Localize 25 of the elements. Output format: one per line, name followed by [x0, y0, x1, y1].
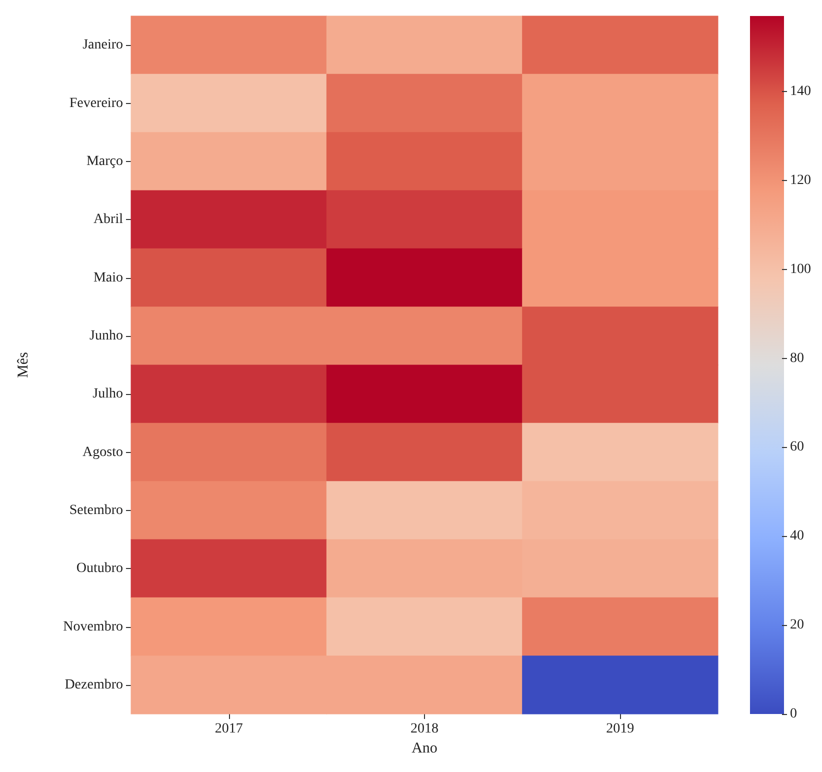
- y-tick-label: Junho: [90, 328, 123, 344]
- x-tick-label: 2017: [214, 722, 243, 736]
- color-bar-label: 20: [790, 618, 804, 633]
- color-bar-label: 140: [790, 84, 811, 100]
- color-bar-label: 40: [790, 528, 804, 544]
- y-tick-label: Março: [86, 154, 123, 169]
- y-tick-label: Outubro: [76, 561, 123, 576]
- y-tick-label: Fevereiro: [69, 96, 123, 111]
- y-tick-label: Setembro: [69, 502, 123, 518]
- x-tick-label: 2019: [606, 722, 634, 736]
- y-tick-label: Julho: [92, 386, 123, 402]
- color-bar-label: 0: [790, 706, 797, 722]
- y-tick-label: Dezembro: [64, 677, 123, 692]
- color-bar-label: 100: [790, 262, 811, 277]
- color-bar-label: 120: [790, 172, 811, 188]
- y-tick-label: Abril: [93, 212, 124, 228]
- y-tick-label: Novembro: [63, 619, 123, 634]
- x-tick-label: 2018: [410, 722, 438, 736]
- y-tick-label: Janeiro: [82, 38, 123, 53]
- y-tick-label: Agosto: [82, 444, 123, 460]
- color-bar-label: 60: [790, 440, 804, 455]
- y-axis-title: Mês: [16, 352, 32, 378]
- color-bar-label: 80: [790, 350, 804, 366]
- y-tick-label: Maio: [93, 270, 123, 286]
- x-axis-title: Ano: [412, 740, 438, 756]
